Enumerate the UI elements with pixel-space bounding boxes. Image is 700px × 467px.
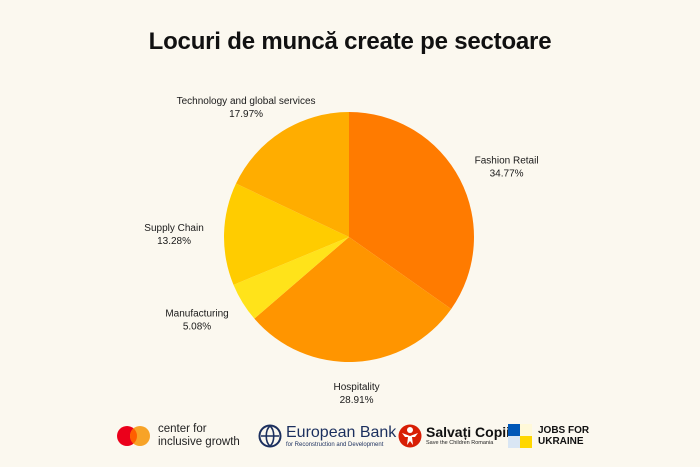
slice-label-name: Fashion Retail bbox=[475, 156, 539, 167]
pie-chart: Fashion Retail 34.77% Hospitality 28.91% Man… bbox=[144, 96, 538, 406]
ebrd-name: European Bank bbox=[286, 423, 397, 441]
pie-labels: Fashion Retail 34.77% Hospitality 28.91% Man… bbox=[144, 96, 538, 406]
jobs-for-ukraine-logo: JOBS FOR UKRAINE bbox=[508, 416, 589, 456]
slice-label-value: 28.91% bbox=[340, 395, 374, 406]
ebrd-subtitle: for Reconstruction and Development bbox=[286, 441, 384, 448]
slice-label-value: 17.97% bbox=[229, 109, 263, 120]
ukraine-flag-square-icon bbox=[508, 424, 532, 448]
pie-slice-fashion-retail bbox=[349, 112, 475, 309]
salvati-subtitle: Save the Children Romania bbox=[426, 440, 494, 446]
mastercard-line2: inclusive growth bbox=[158, 436, 240, 448]
mastercard-line1: center for bbox=[158, 423, 207, 435]
slice-label-name: Manufacturing bbox=[165, 308, 228, 319]
pie-slice-manufacturing bbox=[233, 237, 349, 319]
slice-label-name: Technology and global services bbox=[177, 96, 316, 107]
ebrd-logo: European Bank for Reconstruction and Dev… bbox=[258, 416, 396, 456]
pie-slice-hospitality bbox=[254, 237, 452, 362]
mastercard-circles-icon bbox=[117, 426, 150, 446]
mastercard-logo: center for inclusive growth bbox=[116, 416, 240, 456]
pie-slice-technology-and-global-services bbox=[236, 112, 349, 237]
ebrd-globe-icon bbox=[258, 424, 282, 448]
pie-slices bbox=[224, 112, 475, 362]
save-the-children-icon bbox=[398, 424, 422, 448]
pie-slice-supply-chain bbox=[224, 183, 349, 285]
slice-label-value: 5.08% bbox=[183, 321, 211, 332]
partner-logos: center for inclusive growth European Ban… bbox=[0, 416, 700, 456]
salvati-name: Salvați Copiii bbox=[426, 424, 514, 440]
jobs-line2: UKRAINE bbox=[538, 436, 584, 447]
chart-title: Locuri de muncă create pe sectoare bbox=[148, 28, 552, 55]
slice-label-value: 13.28% bbox=[157, 236, 191, 247]
slice-label-value: 34.77% bbox=[490, 169, 524, 180]
slice-label-name: Supply Chain bbox=[144, 223, 203, 234]
slice-label-name: Hospitality bbox=[334, 382, 380, 393]
jobs-line1: JOBS FOR bbox=[538, 425, 590, 436]
salvati-copiii-logo: Salvați Copiii Save the Children Romania bbox=[398, 416, 514, 456]
